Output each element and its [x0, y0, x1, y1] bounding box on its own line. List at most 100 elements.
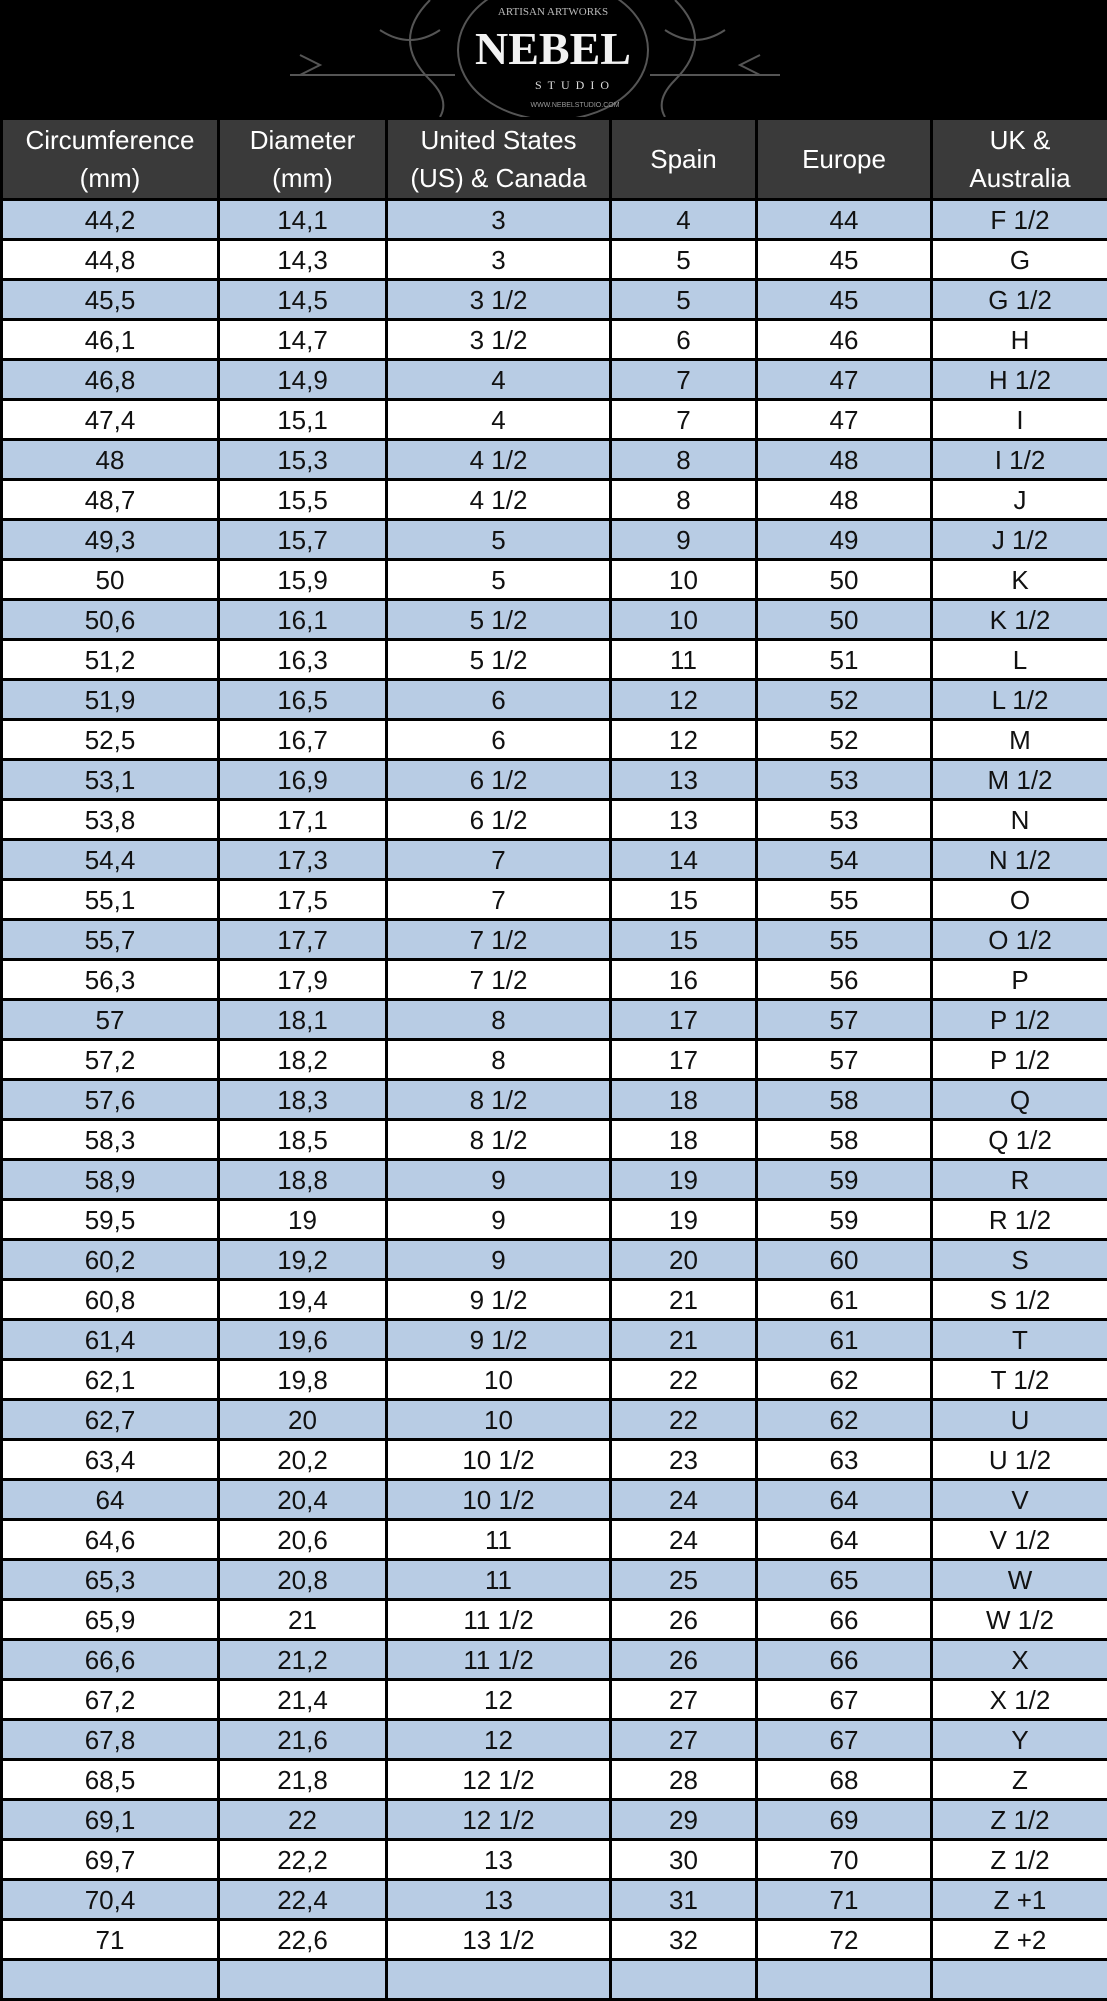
cell-uk-australia: Y [932, 1720, 1107, 1760]
cell-circumference: 66,6 [2, 1640, 219, 1680]
cell-diameter: 20,8 [219, 1560, 387, 1600]
cell-europe: 58 [757, 1080, 932, 1120]
cell-diameter: 21,6 [219, 1720, 387, 1760]
cell-circumference: 48,7 [2, 480, 219, 520]
cell-us-canada: 12 1/2 [387, 1800, 611, 1840]
cell-circumference: 69,7 [2, 1840, 219, 1880]
cell-uk-australia: Z 1/2 [932, 1840, 1107, 1880]
cell-spain [611, 1960, 757, 2000]
cell-us-canada: 13 [387, 1840, 611, 1880]
cell-us-canada: 11 1/2 [387, 1600, 611, 1640]
cell-uk-australia: Z 1/2 [932, 1800, 1107, 1840]
cell-spain: 25 [611, 1560, 757, 1600]
header-text: (mm) [80, 163, 141, 193]
cell-europe: 61 [757, 1320, 932, 1360]
cell-circumference: 44,2 [2, 200, 219, 240]
cell-uk-australia: U [932, 1400, 1107, 1440]
cell-us-canada: 9 [387, 1160, 611, 1200]
cell-europe: 60 [757, 1240, 932, 1280]
cell-europe: 45 [757, 280, 932, 320]
cell-europe: 57 [757, 1000, 932, 1040]
cell-circumference: 57,2 [2, 1040, 219, 1080]
cell-diameter: 21,2 [219, 1640, 387, 1680]
cell-us-canada: 4 [387, 360, 611, 400]
cell-us-canada [387, 1960, 611, 2000]
cell-uk-australia: G 1/2 [932, 280, 1107, 320]
cell-europe: 64 [757, 1520, 932, 1560]
cell-europe: 64 [757, 1480, 932, 1520]
cell-spain: 30 [611, 1840, 757, 1880]
cell-europe: 61 [757, 1280, 932, 1320]
cell-diameter: 16,5 [219, 680, 387, 720]
cell-diameter: 20,6 [219, 1520, 387, 1560]
cell-circumference: 52,5 [2, 720, 219, 760]
cell-us-canada: 11 [387, 1560, 611, 1600]
cell-spain: 27 [611, 1720, 757, 1760]
cell-uk-australia: S [932, 1240, 1107, 1280]
cell-spain: 10 [611, 600, 757, 640]
cell-spain: 20 [611, 1240, 757, 1280]
cell-us-canada: 4 1/2 [387, 480, 611, 520]
cell-us-canada: 11 [387, 1520, 611, 1560]
cell-circumference: 61,4 [2, 1320, 219, 1360]
cell-spain: 17 [611, 1000, 757, 1040]
cell-uk-australia: T 1/2 [932, 1360, 1107, 1400]
cell-uk-australia: R 1/2 [932, 1200, 1107, 1240]
cell-us-canada: 3 1/2 [387, 280, 611, 320]
cell-circumference: 68,5 [2, 1760, 219, 1800]
cell-uk-australia: L [932, 640, 1107, 680]
cell-uk-australia: J 1/2 [932, 520, 1107, 560]
cell-uk-australia: X 1/2 [932, 1680, 1107, 1720]
cell-europe: 47 [757, 360, 932, 400]
cell-circumference: 65,9 [2, 1600, 219, 1640]
cell-uk-australia: X [932, 1640, 1107, 1680]
cell-us-canada: 6 [387, 680, 611, 720]
cell-circumference: 44,8 [2, 240, 219, 280]
cell-us-canada: 4 [387, 400, 611, 440]
cell-spain: 8 [611, 440, 757, 480]
cell-europe: 71 [757, 1880, 932, 1920]
cell-circumference: 55,1 [2, 880, 219, 920]
logo-url: WWW.NEBELSTUDIO.COM [530, 102, 619, 109]
cell-spain: 17 [611, 1040, 757, 1080]
cell-us-canada: 6 1/2 [387, 800, 611, 840]
cell-diameter: 15,3 [219, 440, 387, 480]
cell-circumference: 51,2 [2, 640, 219, 680]
cell-uk-australia: Q 1/2 [932, 1120, 1107, 1160]
cell-europe: 62 [757, 1360, 932, 1400]
cell-us-canada: 5 1/2 [387, 600, 611, 640]
nebel-studio-logo: ARTISAN ARTWORKS NEBEL STUDIO WWW.NEBELS… [0, 0, 1107, 117]
cell-uk-australia: U 1/2 [932, 1440, 1107, 1480]
cell-europe: 52 [757, 680, 932, 720]
cell-us-canada: 13 1/2 [387, 1920, 611, 1960]
cell-uk-australia: K 1/2 [932, 600, 1107, 640]
cell-uk-australia: O 1/2 [932, 920, 1107, 960]
cell-spain: 24 [611, 1480, 757, 1520]
header-text: Spain [650, 144, 717, 174]
cell-uk-australia: R [932, 1160, 1107, 1200]
cell-uk-australia: N 1/2 [932, 840, 1107, 880]
cell-us-canada: 9 [387, 1240, 611, 1280]
cell-us-canada: 10 1/2 [387, 1480, 611, 1520]
cell-europe: 48 [757, 440, 932, 480]
cell-spain: 21 [611, 1320, 757, 1360]
cell-circumference: 67,2 [2, 1680, 219, 1720]
cell-circumference: 60,8 [2, 1280, 219, 1320]
cell-diameter: 15,9 [219, 560, 387, 600]
cell-us-canada: 13 [387, 1880, 611, 1920]
header-text: (US) & Canada [410, 163, 586, 193]
cell-spain: 21 [611, 1280, 757, 1320]
cell-uk-australia: Q [932, 1080, 1107, 1120]
cell-diameter: 18,8 [219, 1160, 387, 1200]
cell-circumference: 60,2 [2, 1240, 219, 1280]
cell-europe: 44 [757, 200, 932, 240]
